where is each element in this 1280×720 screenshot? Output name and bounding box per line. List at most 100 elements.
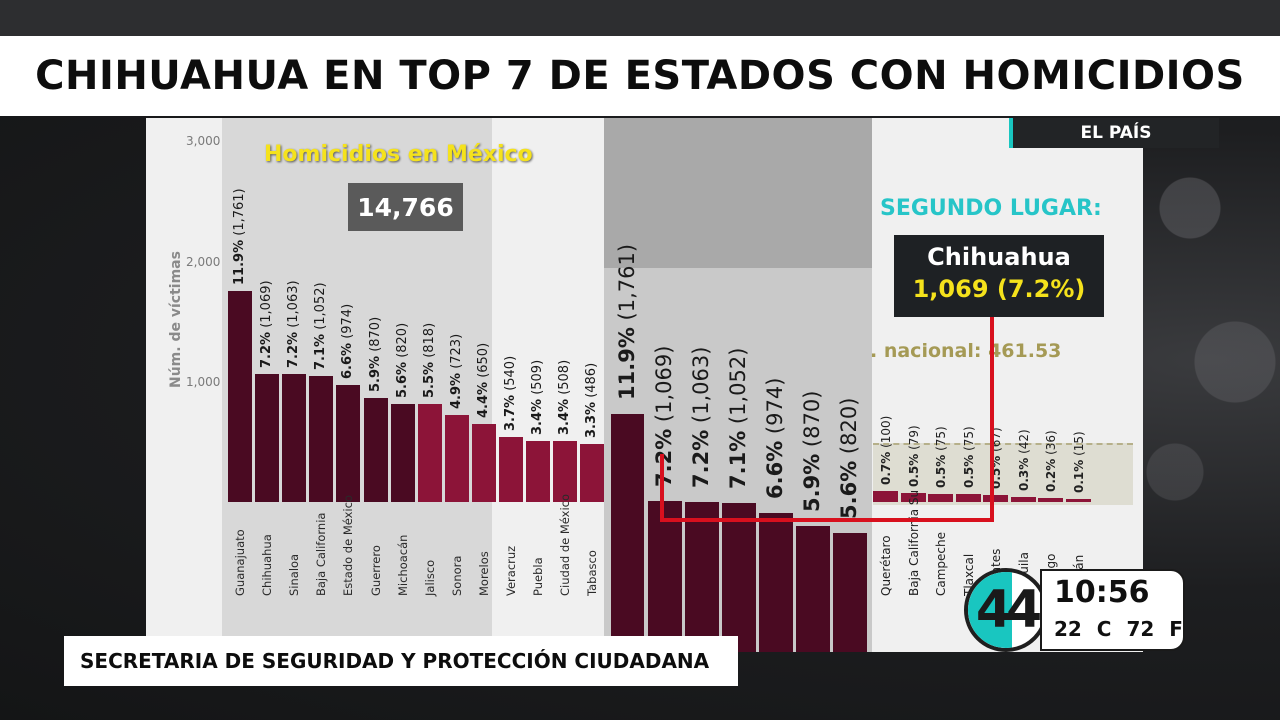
- bar-value-label-2: 7.2% (1,063): [286, 280, 302, 369]
- bar-value-label-1: 7.2% (1,069): [259, 280, 275, 368]
- bar-value-label-5: 5.9% (870): [367, 316, 383, 392]
- highlight-line-left: [660, 454, 664, 522]
- category-label-2: Sinaloa: [287, 553, 302, 596]
- bar-6: [390, 403, 415, 502]
- zoom-bar-label-1: 7.2% (1,069): [652, 345, 676, 488]
- tail-category-1: Baja California Su: [906, 489, 921, 596]
- category-label-8: Sonora: [449, 555, 464, 596]
- lower-third: SECRETARIA DE SEGURIDAD Y PROTECCIÓN CIU…: [64, 636, 738, 686]
- top-strip: [0, 0, 1280, 36]
- tail-bar-label-0: 0.7% (100): [879, 415, 893, 485]
- bar-value-label-8: 4.9% (723): [448, 334, 464, 410]
- zoom-bar-4: [759, 513, 793, 652]
- bar-13: [580, 443, 605, 502]
- tail-bar-label-2: 0.5% (75): [934, 426, 948, 488]
- tail-bar-7: [1065, 499, 1091, 502]
- bar-7: [417, 403, 442, 502]
- zoom-bar-label-2: 7.2% (1,063): [689, 346, 713, 489]
- bar-3: [309, 375, 334, 502]
- zoom-bar-6: [833, 532, 867, 652]
- bar-value-label-12: 3.4% (508): [557, 359, 573, 436]
- source-tag: EL PAÍS: [1009, 118, 1219, 148]
- category-label-5: Guerrero: [368, 545, 383, 596]
- y-tick-3000: 3,000: [186, 134, 221, 148]
- bar-2: [282, 374, 307, 502]
- lower-third-text: SECRETARIA DE SEGURIDAD Y PROTECCIÓN CIU…: [80, 649, 710, 673]
- headline-bar: CHIHUAHUA EN TOP 7 DE ESTADOS CON HOMICI…: [0, 36, 1280, 116]
- clock-time: 10:56: [1054, 575, 1150, 610]
- tail-bar-label-3: 0.5% (75): [961, 426, 976, 488]
- zoom-bar-label-3: 7.1% (1,052): [726, 348, 750, 490]
- chihuahua-value: 1,069 (7.2%): [912, 275, 1086, 303]
- category-label-6: Michoacán: [395, 534, 410, 596]
- highlight-line-horizontal: [660, 518, 994, 522]
- clock-weather-box: 10:56 22 C 72 F: [1040, 569, 1185, 651]
- tail-category-0: Querétaro: [879, 535, 893, 596]
- segundo-lugar-label: SEGUNDO LUGAR:: [880, 196, 1102, 221]
- homicidios-title: Homicidios en México: [264, 142, 533, 167]
- bar-value-label-0: 11.9% (1,761): [232, 188, 247, 285]
- category-label-3: Baja California: [314, 512, 329, 596]
- category-label-1: Chihuahua: [260, 534, 275, 596]
- bar-9: [471, 424, 496, 502]
- bar-12: [553, 441, 578, 502]
- zoom-bar-2: [685, 502, 719, 652]
- category-label-10: Veracruz: [504, 545, 518, 596]
- highlight-line-vertical: [990, 317, 994, 522]
- category-label-12: Ciudad de México: [558, 493, 573, 596]
- zoom-bar-label-4: 6.6% (974): [763, 377, 787, 500]
- y-tick-1000: 1,000: [186, 375, 221, 389]
- category-label-13: Tabasco: [585, 550, 600, 596]
- category-label-7: Jalisco: [422, 559, 437, 596]
- zoom-bar-label-0: 11.9% (1,761): [615, 244, 639, 401]
- bar-value-label-6: 5.6% (820): [394, 322, 410, 398]
- tail-bar-5: [1010, 497, 1036, 502]
- temp-fahrenheit: 72 F: [1126, 617, 1183, 641]
- chart-shade-zoom-top: [604, 118, 872, 268]
- bar-4: [336, 385, 361, 502]
- bar-value-label-9: 4.4% (650): [475, 342, 491, 418]
- tail-bar-3: [955, 493, 981, 502]
- zoom-bar-1: [648, 501, 682, 652]
- chihuahua-callout: Chihuahua 1,069 (7.2%): [894, 235, 1104, 317]
- category-label-0: Guanajuato: [233, 529, 247, 596]
- bar-value-label-3: 7.1% (1,052): [313, 282, 329, 370]
- y-tick-2000: 2,000: [186, 255, 221, 269]
- category-label-9: Morelos: [476, 551, 491, 596]
- bar-11: [526, 440, 551, 502]
- chart-panel: Núm. de víctimas 3,000 2,000 1,000 11.9%…: [146, 118, 1143, 652]
- tail-category-2: Campeche: [934, 531, 948, 596]
- tail-bar-label-5: 0.3% (42): [1016, 429, 1031, 492]
- tail-bar-4: [983, 494, 1008, 502]
- bar-0: [228, 290, 252, 502]
- tail-bar-0: [873, 491, 898, 502]
- bar-1: [255, 373, 280, 502]
- zoom-bar-3: [722, 503, 756, 652]
- bar-value-label-13: 3.3% (486): [584, 362, 600, 438]
- zoom-bar-5: [796, 526, 830, 652]
- zoom-bar-label-5: 5.9% (870): [800, 390, 824, 513]
- temp-celsius: 22 C: [1054, 617, 1112, 641]
- category-label-11: Puebla: [531, 557, 546, 596]
- channel-number: 44: [975, 580, 1042, 640]
- world-map-decoration: [1130, 120, 1280, 560]
- zoom-bar-label-6: 5.6% (820): [837, 397, 861, 519]
- promedio-nacional: . nacional: 461.53: [870, 340, 1062, 362]
- tail-bar-6: [1038, 498, 1063, 502]
- total-homicidios: 14,766: [348, 183, 463, 231]
- tail-bar-label-1: 0.5% (79): [906, 425, 921, 488]
- chihuahua-name: Chihuahua: [927, 243, 1071, 271]
- bar-value-label-7: 5.5% (818): [421, 322, 437, 398]
- headline: CHIHUAHUA EN TOP 7 DE ESTADOS CON HOMICI…: [35, 53, 1245, 99]
- clock-temperature: 22 C 72 F: [1054, 617, 1183, 641]
- category-label-4: Estado de México: [341, 495, 356, 596]
- bar-value-label-4: 6.6% (974): [340, 303, 356, 380]
- tail-bar-label-7: 0.1% (15): [1071, 431, 1086, 493]
- bar-value-label-10: 3.7% (540): [503, 356, 518, 432]
- bar-value-label-11: 3.4% (509): [530, 359, 546, 435]
- bar-8: [444, 415, 469, 502]
- bar-5: [363, 397, 388, 502]
- tail-bar-2: [928, 493, 953, 502]
- channel-logo: 44: [964, 568, 1048, 652]
- tail-bar-1: [900, 493, 926, 502]
